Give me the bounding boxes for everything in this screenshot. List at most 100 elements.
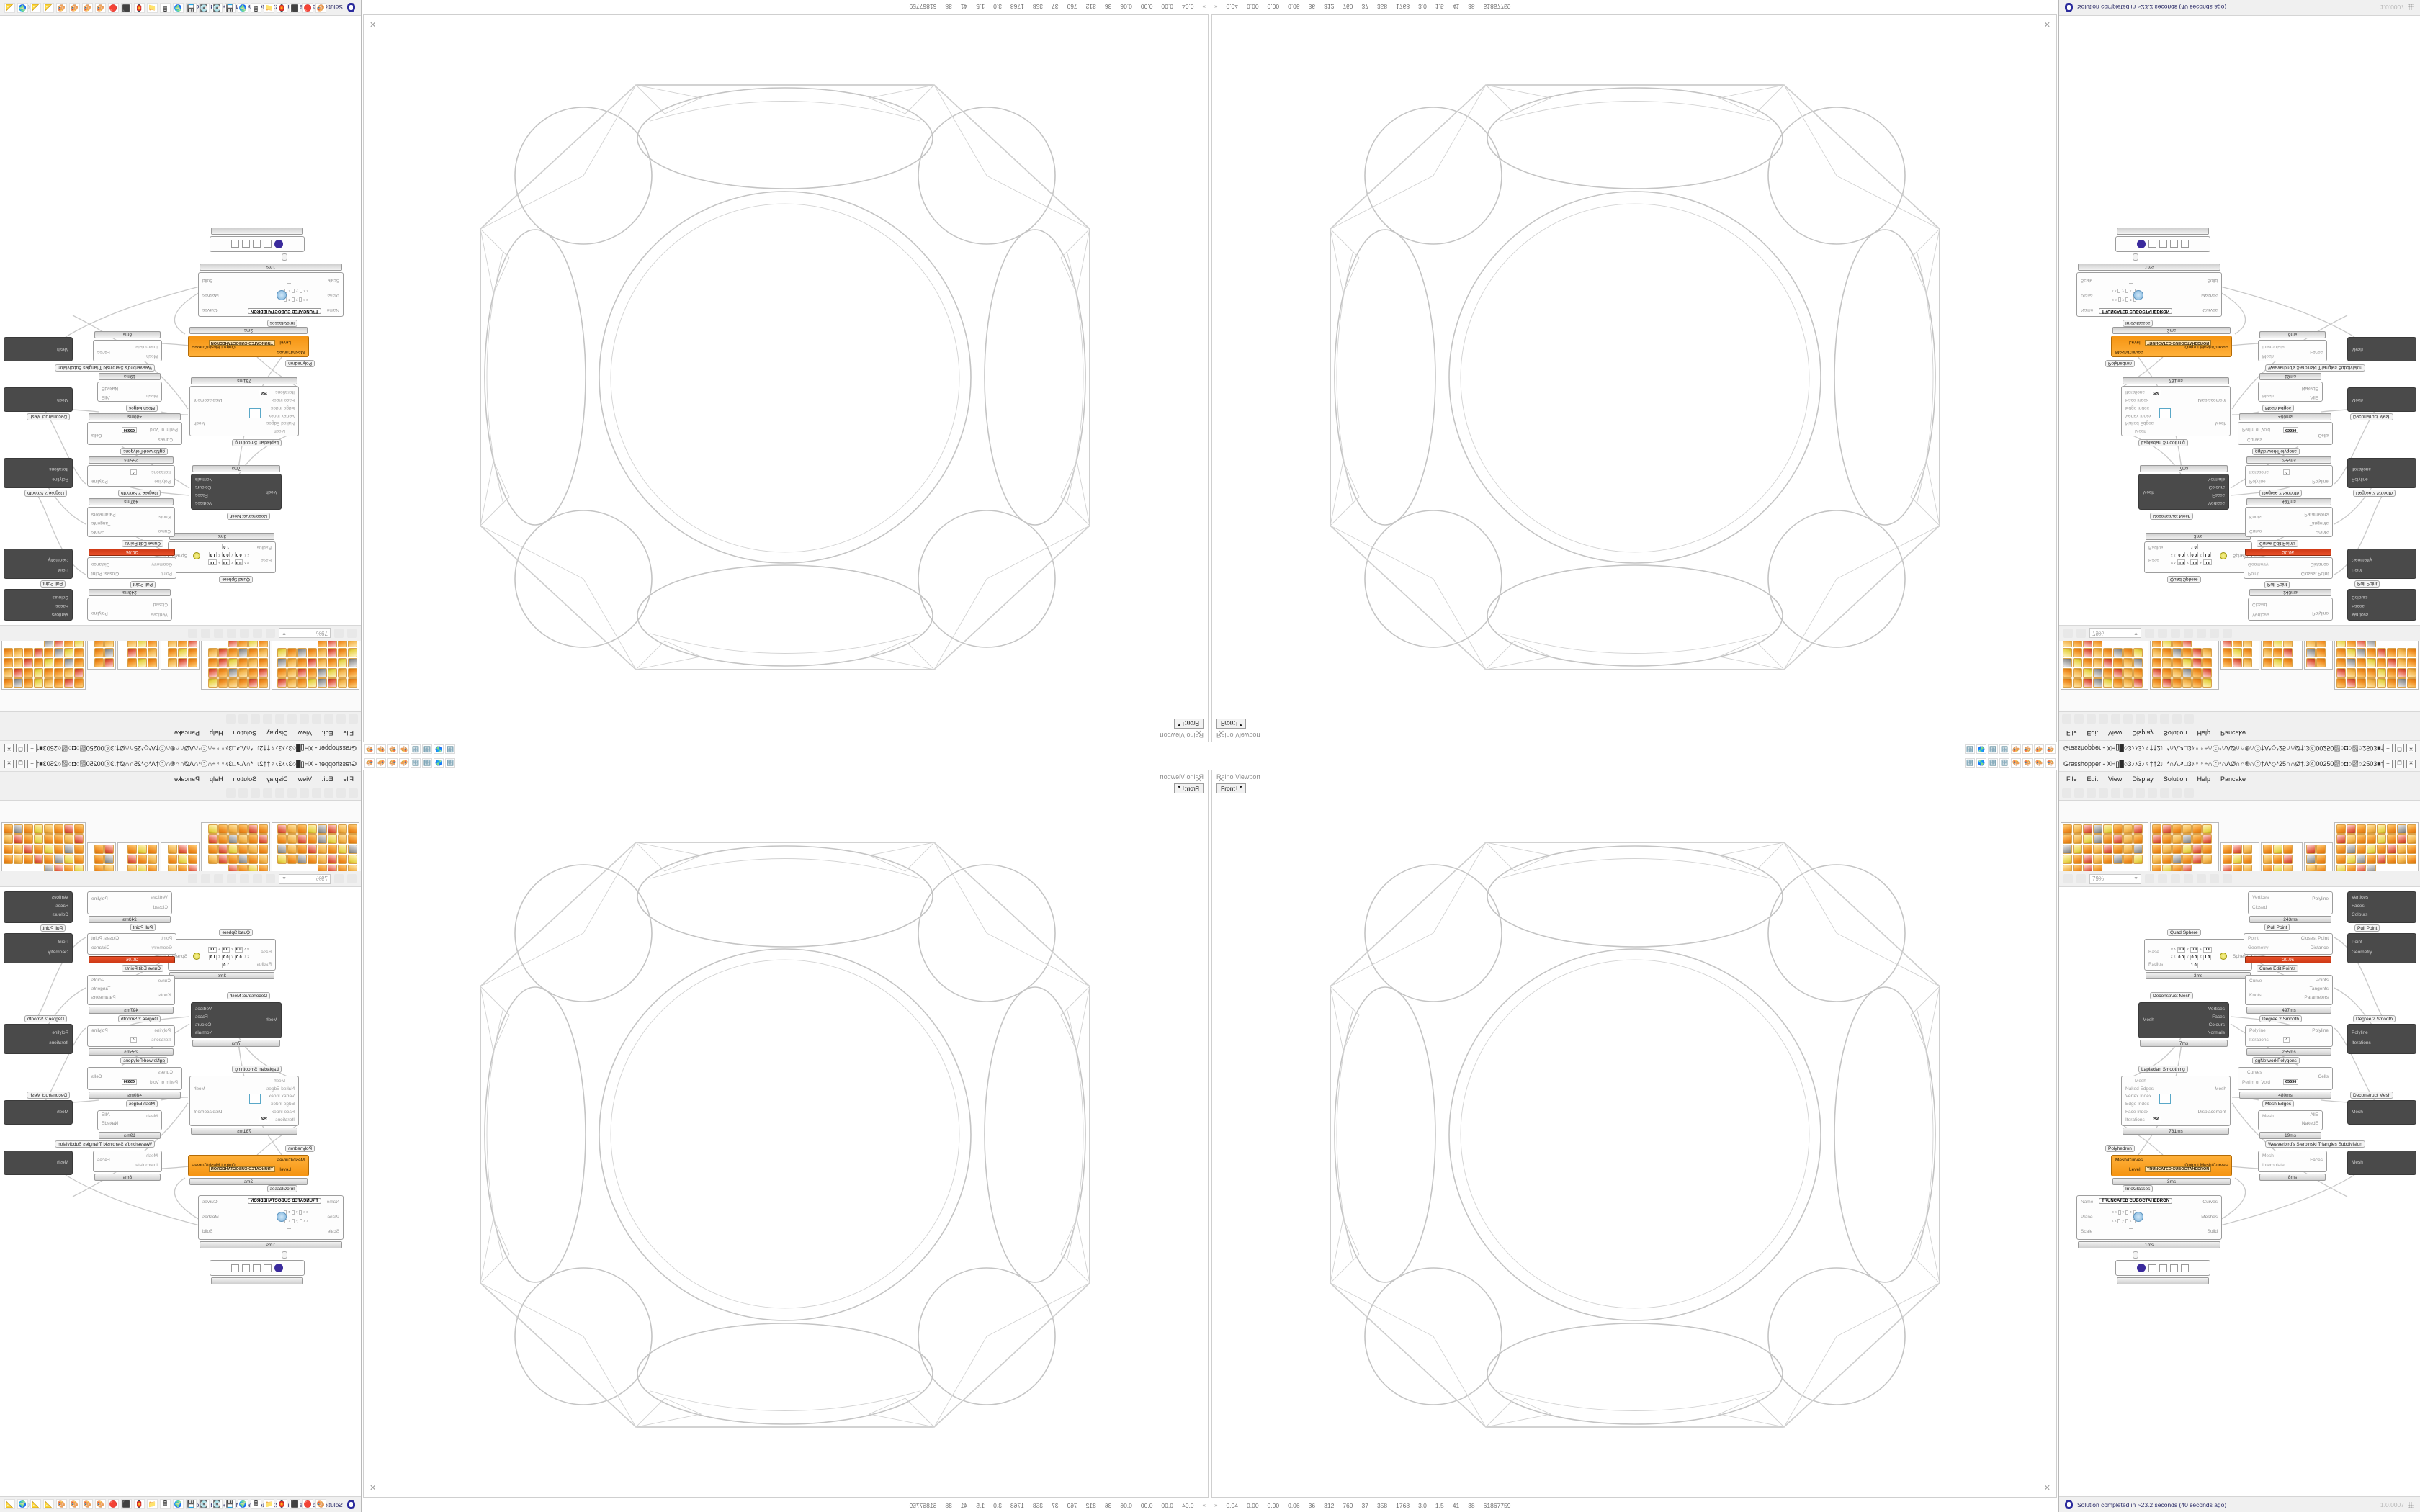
undo-icon[interactable] (300, 714, 309, 724)
field-value[interactable] (2125, 1210, 2129, 1215)
menu-view[interactable]: View (297, 729, 312, 737)
plugin-icon[interactable] (226, 788, 236, 798)
node-polyhedron[interactable]: Name TRUNCATED CUBOCTAHEDRON Plane Scale… (198, 1195, 344, 1240)
node-mesh-right-3[interactable]: Point Geometry (4, 933, 73, 963)
field-value[interactable] (2125, 297, 2129, 302)
node-deconstruct-mesh[interactable]: Mesh Vertices Faces Colours Normals (191, 1002, 282, 1038)
palette-icon[interactable]: 🎨 (376, 757, 386, 768)
node-mesh-edges-source[interactable]: Curves Perim or Void 65536 Cells (2238, 422, 2333, 445)
rhino-icon[interactable]: 📐 (30, 1499, 41, 1509)
node-laplacian-smoothing[interactable]: Mesh Naked Edges Vertex Index Edge Index… (189, 1076, 299, 1126)
menu-display[interactable]: Display (266, 775, 288, 783)
menu-file[interactable]: File (343, 775, 354, 783)
at-icon[interactable] (2197, 629, 2206, 638)
redo-icon[interactable] (287, 714, 297, 724)
redo-icon[interactable] (287, 788, 297, 798)
node-deconstruct-mesh[interactable]: Mesh Vertices Faces Colours Normals (191, 474, 282, 510)
palette-icon[interactable]: 🎨 (2034, 744, 2044, 755)
field-value[interactable] (2118, 1210, 2121, 1215)
wire-icon[interactable] (2159, 1264, 2167, 1272)
field-value-radius[interactable]: 1.0 (2190, 544, 2198, 549)
palette-icon[interactable]: 🎨 (315, 1499, 326, 1509)
field-value-radius[interactable]: 1.0 (2190, 963, 2198, 968)
menu-solution[interactable]: Solution (2163, 775, 2187, 783)
stack-icon[interactable] (2170, 240, 2178, 248)
rhino-icon[interactable]: 📐 (4, 1499, 15, 1509)
palette-icon[interactable]: 🎨 (2022, 744, 2033, 755)
node-mesh-right-3[interactable]: Point Geometry (4, 549, 73, 579)
node-deconstruct-mesh[interactable]: Mesh Vertices Faces Colours Normals (2138, 474, 2229, 510)
field-value-iterations[interactable]: 3 (2283, 469, 2290, 475)
rhino-icon[interactable]: 🔢 (422, 744, 432, 755)
field-value[interactable] (299, 297, 302, 302)
node-quad-sphere[interactable]: Base Radius Sphere o x 0.0 y 0.0 z 0.0 z… (2144, 541, 2252, 573)
grasshopper-canvas[interactable]: Base Radius Sphere o x 0.0 y 0.0 z 0.0 z… (2059, 16, 2420, 625)
field-value-iterations[interactable]: 256 (258, 1117, 269, 1122)
node-mesh-right-2[interactable]: Polyline Iterations (2347, 1024, 2416, 1054)
field-value-perim[interactable]: 65536 (2283, 427, 2299, 433)
green-disk-icon[interactable]: 💽 (199, 1499, 210, 1509)
rhino-icon[interactable]: 🔢 (445, 744, 455, 755)
preview-eye-icon[interactable] (253, 874, 262, 883)
field-value[interactable]: 0.0 (2202, 947, 2212, 953)
grid-icon[interactable] (264, 1264, 272, 1272)
node-pull-point-top[interactable]: Vertices Closed Polyline (2248, 891, 2333, 914)
field-value-iterations[interactable]: 256 (2151, 390, 2162, 395)
menu-pancake[interactable]: Pancake (174, 775, 200, 783)
floppy-mb-icon[interactable]: 💾 (186, 1499, 197, 1509)
save-file-icon[interactable] (2076, 629, 2086, 638)
palette-icon[interactable]: 🎨 (399, 744, 409, 755)
field-value[interactable] (2118, 297, 2121, 302)
node-mesh-right-4[interactable]: Vertices Faces Colours (4, 891, 73, 923)
floppy-mb-icon[interactable]: 💾 (186, 3, 197, 13)
floppy-64-icon[interactable]: 💾 (225, 3, 236, 13)
palette-icon[interactable]: 🎨 (2045, 757, 2056, 768)
menu-help[interactable]: Help (210, 729, 223, 737)
gha-icon[interactable] (201, 874, 210, 883)
field-value[interactable] (292, 289, 295, 293)
node-laplacian-smoothing[interactable]: Mesh Naked Edges Vertex Index Edge Index… (2121, 386, 2231, 436)
zoom-level-dropdown[interactable]: 79% ▼ (2089, 628, 2141, 639)
palette-icon[interactable]: 🎨 (95, 1499, 106, 1509)
grasshopper-canvas[interactable]: Base Radius Sphere o x 0.0 y 0.0 z 0.0 z… (2059, 887, 2420, 1496)
node-mesh-right-4[interactable]: Vertices Faces Colours (2347, 589, 2416, 621)
close-button[interactable]: ✕ (2406, 744, 2416, 753)
gha-icon[interactable] (2210, 874, 2219, 883)
stack-icon[interactable] (2170, 1264, 2178, 1272)
node-degree-2-smooth[interactable]: Curve Knots Points Tangents Parameters (2245, 975, 2333, 1005)
profiler-icon[interactable] (238, 714, 248, 724)
at-icon[interactable] (214, 629, 223, 638)
node-mesh-right-5[interactable]: Mesh (2347, 1151, 2416, 1175)
field-value[interactable]: 1.0 (208, 552, 218, 557)
field-value[interactable] (2118, 1219, 2121, 1223)
field-value-iterations[interactable]: 3 (2283, 1037, 2290, 1043)
rhino-icon[interactable]: 📐 (30, 3, 41, 13)
cursor-icon[interactable] (312, 788, 321, 798)
field-value[interactable]: 1.0 (2202, 552, 2212, 557)
field-value-iterations[interactable]: 256 (258, 390, 269, 395)
grasshopper-canvas[interactable]: Base Radius Sphere o x 0.0 y 0.0 z 0.0 z… (0, 16, 361, 625)
close-button[interactable]: ✕ (4, 744, 14, 753)
node-closest-point[interactable]: Point Geometry Closest Point Distance (87, 933, 176, 955)
menu-help[interactable]: Help (2197, 775, 2210, 783)
node-polyhedron[interactable]: Name TRUNCATED CUBOCTAHEDRON Plane Scale… (2076, 1195, 2222, 1240)
save-file-icon[interactable] (2076, 874, 2086, 883)
node-infoglasses[interactable] (210, 1260, 305, 1276)
palette-icon[interactable]: 🎨 (95, 3, 106, 13)
palette-icon[interactable]: 🎨 (399, 757, 409, 768)
menu-solution[interactable]: Solution (233, 775, 257, 783)
profiler-widget-icon[interactable] (188, 629, 197, 638)
minimize-button[interactable]: – (27, 744, 37, 753)
folder-icon[interactable]: 📁 (147, 1499, 158, 1509)
save-file-icon[interactable] (334, 629, 344, 638)
field-value-iterations[interactable]: 3 (130, 1037, 137, 1043)
firefox-icon[interactable]: 🌎 (1976, 744, 1986, 755)
node-polyhedron[interactable]: Name TRUNCATED CUBOCTAHEDRON Plane Scale… (198, 272, 344, 317)
node-mesh-explode-source[interactable]: Mesh AllE NakedE (97, 1110, 162, 1130)
field-value[interactable] (291, 297, 295, 302)
node-ggnetworkpolygons[interactable]: Polyline Iterations 3 Polyline (87, 465, 175, 487)
menu-display[interactable]: Display (266, 729, 288, 737)
red-app-icon[interactable]: 🔴 (108, 1499, 119, 1509)
palette-icon[interactable]: 🎨 (82, 1499, 93, 1509)
field-value-iterations[interactable]: 3 (130, 469, 137, 475)
